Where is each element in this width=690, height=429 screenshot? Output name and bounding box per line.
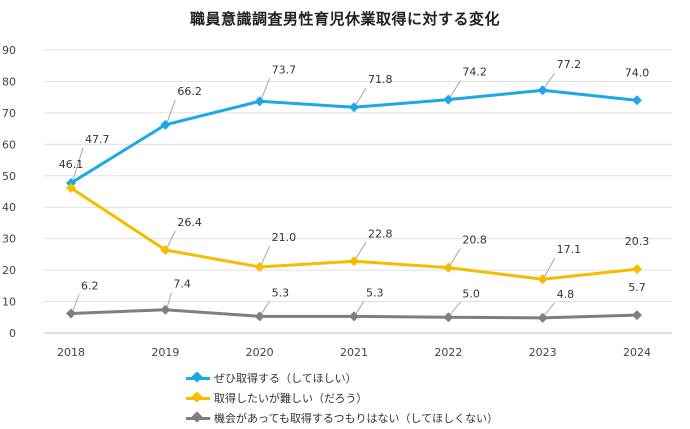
data-point[interactable] — [443, 312, 454, 323]
label-leader-line — [166, 230, 176, 248]
gridlines — [44, 49, 672, 334]
y-tick-label: 50 — [2, 170, 16, 183]
data-point[interactable] — [160, 244, 171, 255]
label-leader-line — [355, 87, 367, 105]
label-leader-line — [261, 301, 271, 314]
data-point[interactable] — [443, 94, 454, 105]
y-tick-label: 80 — [2, 75, 16, 88]
data-point[interactable] — [537, 274, 548, 285]
y-tick-label: 20 — [2, 264, 16, 277]
data-label: 17.1 — [557, 243, 582, 256]
data-label: 66.2 — [177, 85, 202, 98]
data-label: 71.8 — [368, 73, 393, 86]
legend-item-series-2[interactable]: 取得したいが難しい（だろう） — [186, 388, 498, 408]
x-tick-label: 2024 — [623, 346, 651, 359]
data-point[interactable] — [160, 304, 171, 315]
chart-title: 職員意識調査男性育児休業取得に対する変化 — [189, 10, 500, 28]
data-point[interactable] — [632, 264, 642, 275]
data-point[interactable] — [349, 102, 359, 113]
label-leader-line — [72, 147, 84, 181]
label-leader-line — [544, 72, 556, 88]
data-point[interactable] — [443, 262, 454, 273]
legend-swatch-series-1 — [186, 371, 210, 385]
data-point[interactable] — [160, 119, 171, 130]
label-leader-line — [166, 99, 176, 123]
y-tick-label: 40 — [2, 201, 16, 214]
legend-swatch-series-3 — [186, 411, 210, 425]
data-label: 5.0 — [462, 287, 480, 300]
label-leader-line — [261, 78, 271, 99]
data-label: 20.3 — [625, 235, 650, 248]
y-tick-label: 0 — [9, 327, 16, 340]
data-point[interactable] — [537, 312, 548, 323]
label-leader-line — [355, 301, 365, 314]
data-labels: 47.7 66.2 73.7 71.8 74.2 77.2 74.0 46.1 26.4 21.0… — [59, 58, 650, 316]
data-point[interactable] — [66, 308, 76, 319]
legend-swatch-series-2 — [186, 391, 210, 405]
y-tick-label: 30 — [2, 233, 16, 246]
y-tick-label: 70 — [2, 107, 16, 120]
data-point[interactable] — [66, 178, 76, 189]
data-label: 5.3 — [366, 286, 384, 299]
label-leader-line — [72, 294, 80, 311]
data-label: 74.0 — [625, 66, 650, 79]
y-tick-label: 10 — [2, 296, 16, 309]
x-tick-label: 2022 — [434, 346, 462, 359]
data-label: 6.2 — [81, 280, 99, 293]
label-leader-line — [449, 248, 461, 265]
data-label: 74.2 — [462, 66, 487, 79]
x-axis-ticks: 2018 2019 2020 2021 2022 2023 2024 — [57, 346, 651, 359]
data-label: 47.7 — [85, 133, 110, 146]
data-label: 73.7 — [272, 63, 297, 76]
data-point[interactable] — [254, 96, 265, 107]
legend-label-series-2: 取得したいが難しい（だろう） — [214, 392, 368, 405]
data-label: 7.4 — [173, 278, 191, 291]
data-label: 5.3 — [272, 286, 290, 299]
y-tick-label: 60 — [2, 138, 16, 151]
series-lines — [66, 85, 642, 323]
data-point[interactable] — [349, 256, 359, 267]
data-label: 4.8 — [557, 288, 575, 301]
data-label: 21.0 — [272, 231, 297, 244]
data-label: 26.4 — [177, 216, 202, 229]
data-label: 5.7 — [628, 281, 646, 294]
label-leader-line — [261, 245, 271, 265]
legend-label-series-1: ぜひ取得する（してほしい） — [214, 372, 357, 385]
label-leader-line — [449, 80, 461, 97]
x-tick-label: 2023 — [529, 346, 557, 359]
label-leader-line — [355, 242, 367, 259]
data-label: 20.8 — [462, 234, 487, 247]
y-tick-label: 90 — [2, 44, 16, 57]
legend-item-series-1[interactable]: ぜひ取得する（してほしい） — [186, 368, 498, 388]
x-tick-label: 2021 — [340, 346, 368, 359]
data-point[interactable] — [254, 261, 265, 272]
data-point[interactable] — [632, 310, 642, 321]
label-leader-line — [544, 257, 556, 277]
data-point[interactable] — [66, 183, 76, 194]
x-tick-label: 2018 — [57, 346, 85, 359]
y-axis-ticks: 0 10 20 30 40 50 60 70 80 90 — [2, 44, 16, 340]
data-point[interactable] — [349, 311, 359, 322]
legend-item-series-3[interactable]: 機会があっても取得するつもりはない（してほしくない） — [186, 408, 498, 428]
label-leader-line — [166, 292, 172, 307]
data-label: 77.2 — [557, 58, 582, 71]
x-tick-label: 2019 — [151, 346, 179, 359]
data-label: 46.1 — [59, 158, 84, 171]
legend-label-series-3: 機会があっても取得するつもりはない（してほしくない） — [214, 412, 499, 425]
x-tick-label: 2020 — [246, 346, 274, 359]
label-leader-line — [544, 302, 556, 316]
data-point[interactable] — [254, 311, 265, 322]
legend: ぜひ取得する（してほしい） 取得したいが難しい（だろう） 機会があっても取得する… — [186, 368, 498, 428]
data-point[interactable] — [537, 85, 548, 96]
label-leader-line — [449, 301, 461, 315]
data-point[interactable] — [632, 95, 642, 106]
data-label: 22.8 — [368, 227, 393, 240]
